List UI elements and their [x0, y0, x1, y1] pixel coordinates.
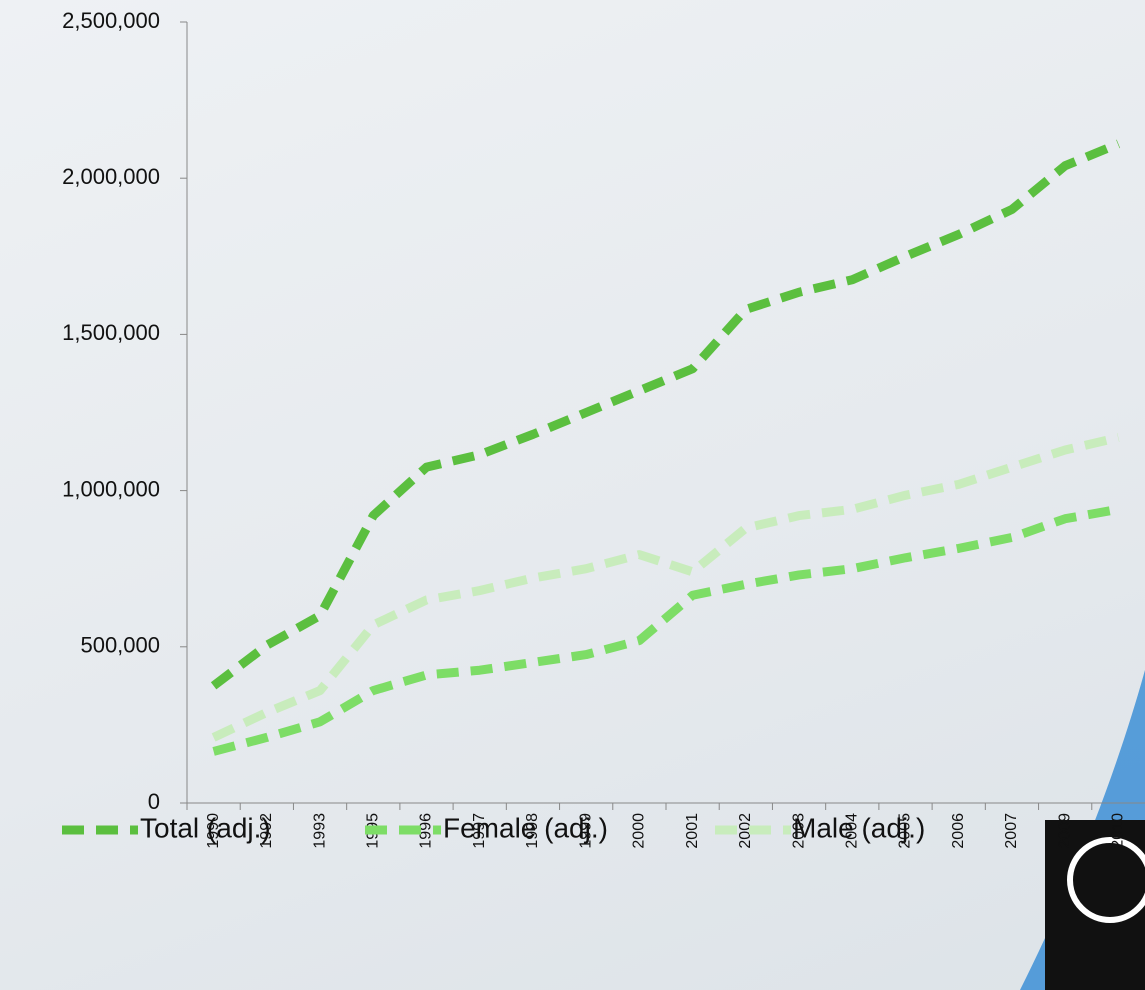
x-tick-label: 2009 — [1056, 813, 1073, 849]
x-tick-label: 2001 — [684, 813, 701, 849]
y-tick-label: 2,000,000 — [62, 164, 160, 189]
legend-label: Male (adj.) — [793, 812, 925, 843]
y-tick-label: 500,000 — [80, 633, 160, 658]
x-tick-label: 2006 — [950, 813, 967, 849]
x-tick-label: 1990 — [205, 813, 222, 849]
x-tick-label: 2007 — [1003, 813, 1020, 849]
x-tick-label: 2004 — [843, 813, 860, 849]
legend-label: Total (adj.) — [140, 812, 271, 843]
x-tick-label: 1993 — [311, 813, 328, 849]
x-tick-label: 2010 — [1110, 813, 1127, 849]
series-line — [211, 433, 1120, 742]
series-line — [212, 504, 1120, 756]
x-tick-label: 1999 — [577, 813, 594, 849]
y-tick-label: 0 — [148, 789, 160, 814]
x-tick-label: 1997 — [471, 813, 488, 849]
x-tick-label: 2000 — [631, 813, 648, 849]
x-tick-label: 2003 — [790, 813, 807, 849]
x-tick-label: 1996 — [418, 813, 435, 849]
y-tick-label: 2,500,000 — [62, 8, 160, 33]
x-tick-label: 2005 — [897, 813, 914, 849]
logo-globe — [1067, 837, 1145, 923]
x-tick-label: 1992 — [258, 813, 275, 849]
logo — [1045, 820, 1145, 990]
series-line — [210, 139, 1121, 690]
y-tick-label: 1,000,000 — [62, 476, 160, 501]
x-tick-label: 1998 — [524, 813, 541, 849]
legend-label: Female (adj.) — [443, 812, 608, 843]
x-tick-label: 2002 — [737, 813, 754, 849]
y-tick-label: 1,500,000 — [62, 320, 160, 345]
